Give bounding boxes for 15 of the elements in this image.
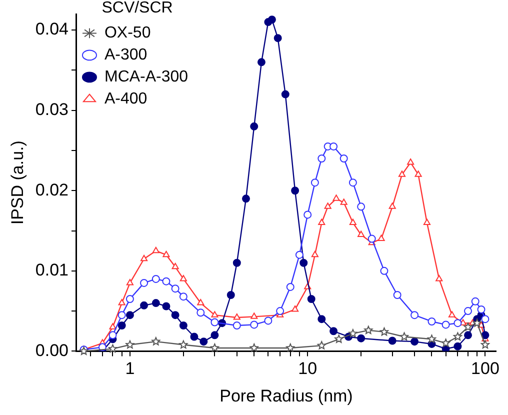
legend-title: SCV/SCR <box>102 0 173 16</box>
legend-label: OX-50 <box>104 24 151 42</box>
legend-label: A-400 <box>104 90 148 108</box>
x-tick-label: 10 <box>298 359 318 378</box>
x-axis-title: Pore Radius (nm) <box>220 386 353 406</box>
y-tick-label: 0.01 <box>35 260 68 280</box>
legend-label: MCA-A-300 <box>104 68 188 86</box>
y-tick-label: 0.02 <box>35 180 68 200</box>
legend-label: A-300 <box>104 46 148 64</box>
x-tick-label: 100 <box>471 359 500 378</box>
y-axis-title: IPSD (a.u.) <box>8 140 27 225</box>
y-tick-label: 0.04 <box>35 20 68 39</box>
x-tick-label: 1 <box>125 359 135 378</box>
y-tick-label: 0.03 <box>35 100 68 120</box>
y-tick-label: 0.00 <box>35 340 68 360</box>
